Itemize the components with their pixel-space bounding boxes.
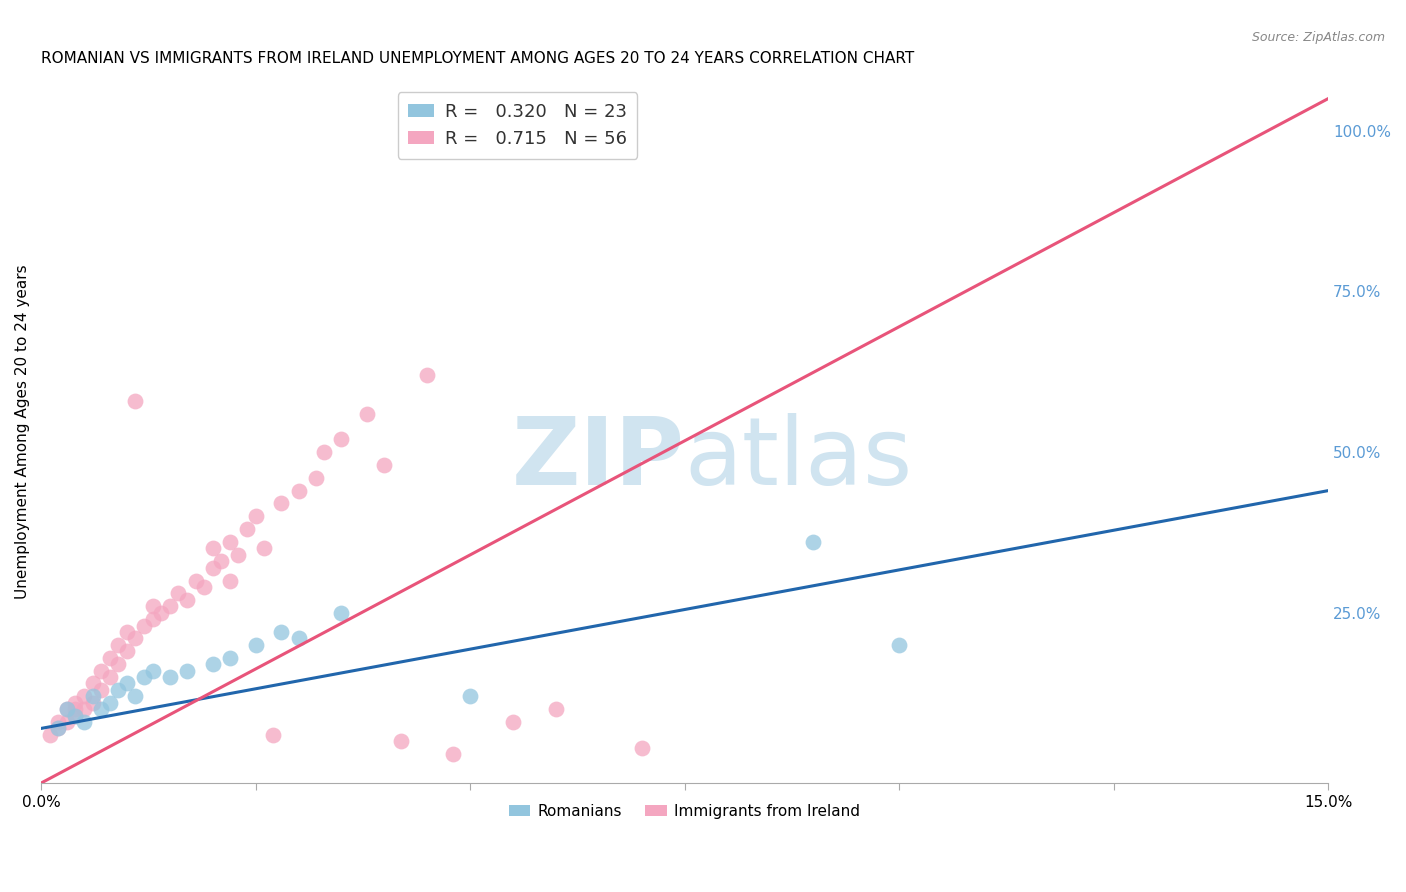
Point <box>73 690 96 704</box>
Legend: Romanians, Immigrants from Ireland: Romanians, Immigrants from Ireland <box>503 797 866 825</box>
Point <box>90 682 112 697</box>
Point <box>330 606 353 620</box>
Text: Source: ZipAtlas.com: Source: ZipAtlas.com <box>1251 31 1385 45</box>
Point <box>167 586 190 600</box>
Point <box>544 702 567 716</box>
Point <box>228 548 250 562</box>
Point <box>218 650 240 665</box>
Point <box>159 670 181 684</box>
Point <box>176 593 198 607</box>
Point <box>801 535 824 549</box>
Point <box>124 690 146 704</box>
Point <box>90 664 112 678</box>
Point <box>98 650 121 665</box>
Point <box>330 432 353 446</box>
Point <box>416 368 439 382</box>
Point <box>441 747 464 761</box>
Point <box>142 664 165 678</box>
Point <box>107 638 129 652</box>
Point <box>132 670 155 684</box>
Point <box>245 638 267 652</box>
Point <box>65 708 87 723</box>
Y-axis label: Unemployment Among Ages 20 to 24 years: Unemployment Among Ages 20 to 24 years <box>15 264 30 599</box>
Point <box>159 599 181 614</box>
Point <box>356 407 378 421</box>
Point <box>82 676 104 690</box>
Point <box>218 535 240 549</box>
Point <box>56 702 79 716</box>
Point <box>107 657 129 672</box>
Point <box>630 740 652 755</box>
Point <box>73 714 96 729</box>
Point <box>142 612 165 626</box>
Point <box>305 471 328 485</box>
Point <box>115 676 138 690</box>
Point <box>262 728 284 742</box>
Text: atlas: atlas <box>685 413 912 506</box>
Point <box>253 541 276 556</box>
Point <box>209 554 232 568</box>
Point <box>124 393 146 408</box>
Point <box>38 728 60 742</box>
Point <box>193 580 215 594</box>
Point <box>46 722 69 736</box>
Point <box>502 714 524 729</box>
Point <box>287 483 309 498</box>
Point <box>201 657 224 672</box>
Point <box>270 496 292 510</box>
Point <box>458 124 481 138</box>
Point <box>46 722 69 736</box>
Point <box>90 702 112 716</box>
Point <box>458 690 481 704</box>
Point <box>65 702 87 716</box>
Point <box>391 734 413 748</box>
Point <box>132 618 155 632</box>
Point <box>142 599 165 614</box>
Text: ZIP: ZIP <box>512 413 685 506</box>
Point <box>314 445 336 459</box>
Point <box>201 560 224 574</box>
Point <box>176 664 198 678</box>
Point <box>373 458 395 472</box>
Point <box>46 714 69 729</box>
Point <box>107 682 129 697</box>
Point <box>218 574 240 588</box>
Point <box>236 522 259 536</box>
Point <box>270 625 292 640</box>
Point <box>124 632 146 646</box>
Point <box>82 690 104 704</box>
Text: ROMANIAN VS IMMIGRANTS FROM IRELAND UNEMPLOYMENT AMONG AGES 20 TO 24 YEARS CORRE: ROMANIAN VS IMMIGRANTS FROM IRELAND UNEM… <box>41 51 914 66</box>
Point <box>73 702 96 716</box>
Point <box>65 696 87 710</box>
Point <box>287 632 309 646</box>
Point <box>65 708 87 723</box>
Point <box>56 714 79 729</box>
Point <box>245 509 267 524</box>
Point <box>150 606 173 620</box>
Point <box>201 541 224 556</box>
Point <box>98 696 121 710</box>
Point <box>98 670 121 684</box>
Point <box>82 696 104 710</box>
Point <box>887 638 910 652</box>
Point <box>115 625 138 640</box>
Point <box>56 702 79 716</box>
Point <box>184 574 207 588</box>
Point <box>115 644 138 658</box>
Point <box>588 124 610 138</box>
